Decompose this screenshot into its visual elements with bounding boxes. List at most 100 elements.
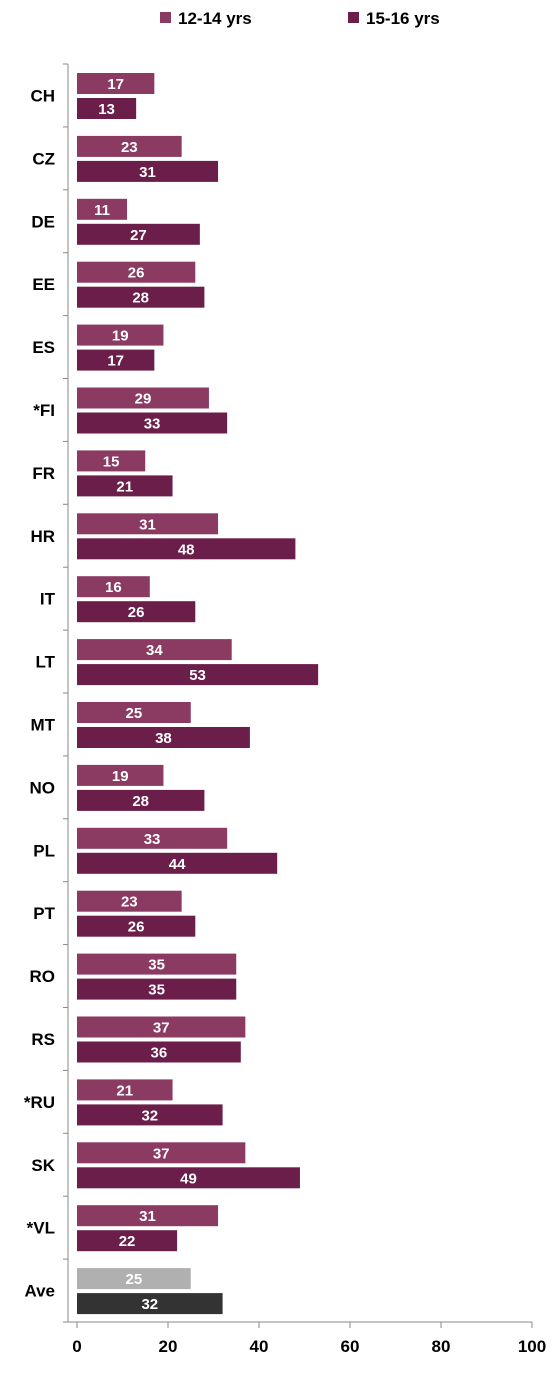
bar-series-2 (77, 978, 237, 1000)
category-label: PL (33, 841, 55, 860)
bar-value-label: 26 (128, 265, 145, 282)
bar-series-2 (77, 1230, 178, 1252)
category-label: LT (35, 653, 55, 672)
bar-value-label: 31 (139, 164, 156, 181)
bar-series-1 (77, 576, 150, 598)
category-label: DE (31, 212, 55, 231)
bar-series-1 (77, 324, 164, 346)
bar-series-1 (77, 1016, 246, 1038)
bar-series-1 (77, 450, 146, 472)
x-tick-label: 40 (250, 1337, 269, 1356)
category-label: CH (30, 86, 55, 105)
category-label: *FI (33, 401, 55, 420)
category-label: IT (40, 590, 56, 609)
bar-value-label: 17 (107, 76, 124, 93)
bar-value-label: 23 (121, 894, 138, 911)
bar-value-label: 31 (139, 516, 156, 533)
bar-series-2 (77, 223, 200, 245)
category-label: Ave (24, 1282, 55, 1301)
bar-series-1 (77, 198, 128, 220)
bar-series-2 (77, 1293, 223, 1315)
bar-value-label: 19 (112, 328, 129, 345)
bar-series-1 (77, 953, 237, 975)
bar-series-1 (77, 702, 191, 723)
bar-value-label: 53 (189, 667, 206, 684)
bar-series-2 (77, 1041, 241, 1063)
bar-series-1 (77, 261, 196, 283)
bar-value-label: 23 (121, 139, 138, 156)
bar-series-1 (77, 513, 219, 535)
legend-label-2: 15-16 yrs (366, 9, 440, 28)
bar-value-label: 25 (126, 705, 143, 722)
bar-series-2 (77, 915, 196, 937)
category-label: *VL (27, 1219, 55, 1238)
category-label: EE (32, 275, 55, 294)
bar-series-1 (77, 1268, 191, 1290)
bar-value-label: 21 (116, 1082, 133, 1099)
bar-value-label: 19 (112, 768, 129, 785)
bar-value-label: 33 (144, 831, 161, 848)
bar-series-2 (77, 601, 196, 623)
category-label: RS (31, 1030, 55, 1049)
x-tick-label: 100 (518, 1337, 546, 1356)
bar-series-2 (77, 538, 296, 560)
bar-series-2 (77, 664, 319, 686)
bar-value-label: 15 (103, 453, 120, 470)
bar-value-label: 28 (132, 793, 149, 810)
legend-label-1: 12-14 yrs (178, 9, 252, 28)
bar-value-label: 16 (105, 579, 122, 596)
x-tick-label: 80 (432, 1337, 451, 1356)
bar-value-label: 31 (139, 1208, 156, 1225)
bar-series-1 (77, 135, 182, 157)
bars-group: CH1713CZ2331DE1127EE2628ES1917*FI2933FR1… (24, 73, 319, 1315)
bar-value-label: 32 (141, 1296, 158, 1313)
bar-value-label: 11 (94, 202, 110, 219)
bar-value-label: 38 (155, 730, 172, 747)
bar-series-1 (77, 73, 155, 94)
bar-series-2 (77, 349, 155, 371)
bar-series-2 (77, 852, 278, 874)
bar-series-2 (77, 789, 205, 811)
x-tick-label: 60 (341, 1337, 360, 1356)
x-tick-label: 20 (159, 1337, 178, 1356)
category-label: *RU (24, 1093, 55, 1112)
bar-series-2 (77, 727, 250, 748)
bar-value-label: 22 (119, 1233, 136, 1250)
bar-value-label: 44 (169, 856, 186, 873)
bar-value-label: 17 (107, 353, 124, 370)
bar-series-2 (77, 475, 173, 497)
bar-series-1 (77, 1205, 219, 1227)
category-label: HR (30, 527, 55, 546)
bar-value-label: 28 (132, 290, 149, 307)
legend-swatch-1 (160, 12, 171, 23)
bar-value-label: 34 (146, 642, 163, 659)
axes-group: 0 20 40 60 80 100 (63, 63, 546, 1356)
bar-series-1 (77, 827, 228, 849)
bar-value-label: 21 (116, 478, 133, 495)
bar-value-label: 33 (144, 416, 161, 433)
bar-value-label: 25 (126, 1271, 143, 1288)
category-label: MT (30, 715, 55, 734)
bar-value-label: 49 (180, 1170, 197, 1187)
bar-series-1 (77, 639, 232, 661)
bar-value-label: 37 (153, 1020, 170, 1037)
bar-series-1 (77, 387, 209, 409)
bar-series-1 (77, 890, 182, 912)
category-label: ES (32, 338, 55, 357)
category-label: NO (30, 778, 56, 797)
bar-series-2 (77, 412, 228, 434)
bar-value-label: 26 (128, 604, 145, 621)
category-label: CZ (32, 149, 55, 168)
bar-value-label: 35 (148, 982, 165, 999)
legend-swatch-2 (348, 12, 359, 23)
bar-series-2 (77, 286, 205, 308)
bar-value-label: 37 (153, 1145, 170, 1162)
x-tick-label: 0 (72, 1337, 81, 1356)
bar-series-2 (77, 98, 137, 119)
legend: 12-14 yrs 15-16 yrs (160, 9, 440, 28)
bar-series-1 (77, 1079, 173, 1101)
bar-value-label: 27 (130, 227, 147, 244)
category-label: PT (33, 904, 55, 923)
bar-series-2 (77, 160, 219, 182)
